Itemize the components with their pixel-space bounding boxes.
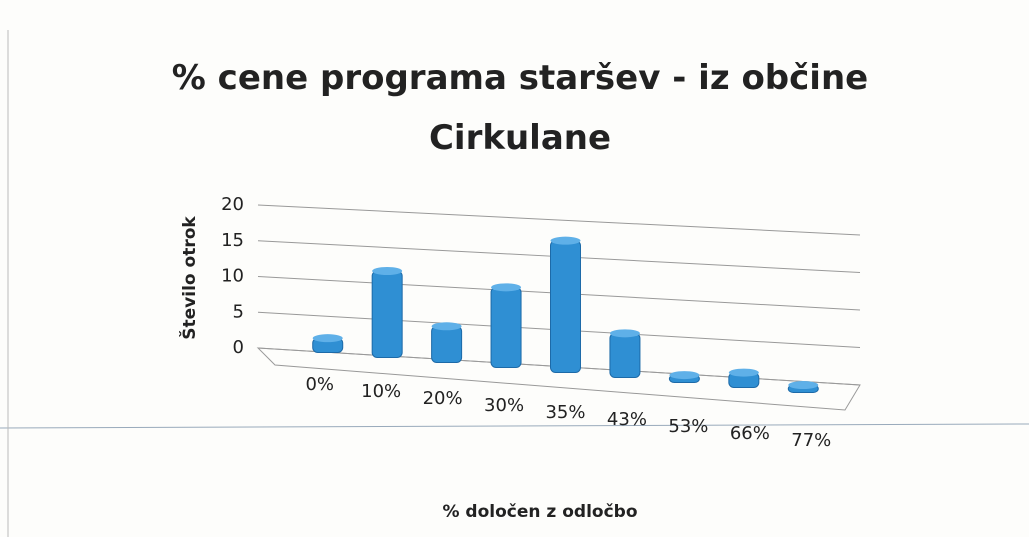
- x-tick-label: 43%: [607, 409, 647, 430]
- x-tick-label: 30%: [484, 395, 524, 416]
- y-axis-label: Število otrok: [178, 216, 200, 340]
- bar: [550, 240, 581, 373]
- floor: [256, 347, 861, 411]
- bar-top: [372, 267, 403, 275]
- chart-title: % cene programa staršev - iz občine Cirk…: [171, 58, 869, 158]
- bar-top: [728, 368, 759, 377]
- bar: [371, 270, 403, 358]
- x-tick-label: 66%: [730, 423, 770, 444]
- x-tick-label: 20%: [423, 388, 463, 409]
- grid-line: [257, 204, 861, 236]
- y-tick-label: 10: [221, 266, 244, 287]
- x-tick-label: 0%: [305, 374, 334, 395]
- x-tick-label: 10%: [361, 381, 401, 402]
- bar-top: [491, 283, 522, 292]
- bar-top: [431, 322, 462, 331]
- bar-top: [550, 236, 581, 245]
- y-tick-label: 5: [233, 301, 244, 322]
- scan-line: [0, 423, 1029, 429]
- bar: [490, 286, 522, 369]
- bar-top: [609, 329, 640, 338]
- x-tick-label: 77%: [791, 430, 831, 451]
- x-tick-label: 53%: [668, 416, 708, 437]
- bar-top: [788, 381, 819, 390]
- y-tick-label: 20: [221, 194, 244, 215]
- y-tick-label: 15: [221, 230, 244, 251]
- x-tick-label: 35%: [545, 402, 585, 423]
- x-axis-label: % določen z odločbo: [442, 502, 637, 522]
- y-tick-label: 0: [233, 337, 244, 358]
- bar-top: [312, 334, 343, 343]
- bar: [609, 332, 641, 379]
- bar: [431, 325, 463, 363]
- bar-top: [669, 371, 700, 380]
